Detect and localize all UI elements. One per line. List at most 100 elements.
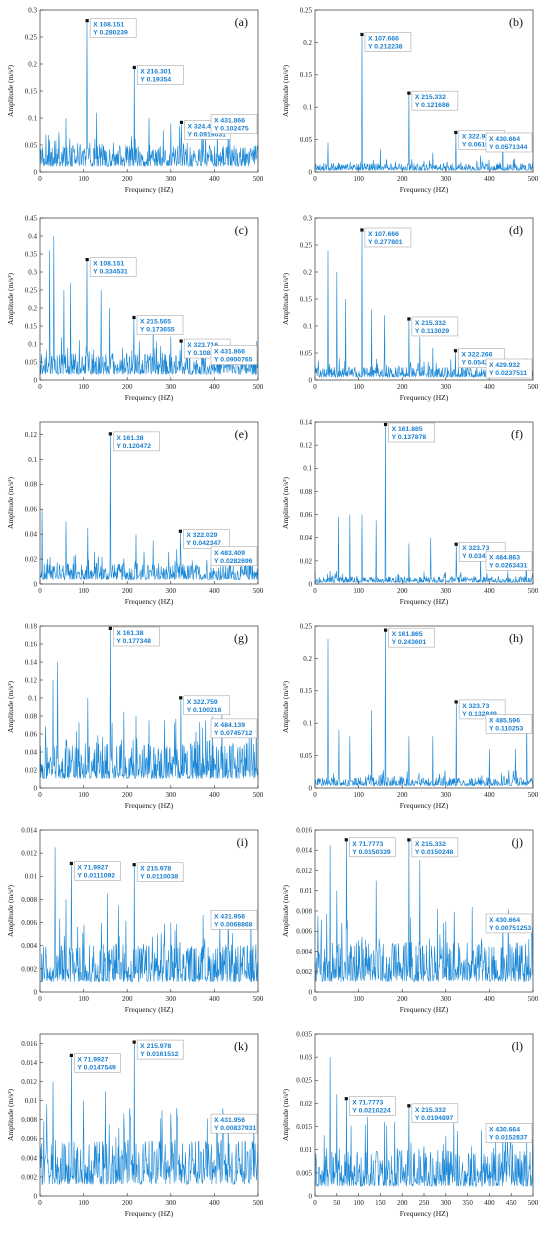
x-tick-label: 300: [441, 1199, 452, 1207]
x-tick-label: 400: [209, 587, 220, 595]
datatip-box: [210, 546, 258, 567]
datatip-y: Y 0.108211: [187, 350, 221, 357]
x-tick-label: 500: [528, 1199, 539, 1207]
x-tick-label: 100: [353, 1199, 364, 1207]
datatip-x: X 71.9927: [77, 1056, 108, 1063]
y-tick-label: 0.1: [28, 456, 37, 464]
series-line: [39, 847, 259, 983]
y-tick-label: 0: [34, 784, 38, 792]
y-tick-label: 0: [309, 580, 313, 588]
series-line: [39, 433, 258, 581]
x-tick-label: 200: [122, 1199, 133, 1207]
x-tick-label: 400: [209, 383, 220, 391]
x-tick-label: 100: [78, 1199, 89, 1207]
peak-marker: [69, 1053, 73, 1057]
y-tick-label: 0: [309, 376, 313, 384]
peak-marker: [344, 1097, 348, 1101]
chart-panel: 0 100 200 300 400 500 0 0.05 0.1 0.15 0.2 0.25 Frequ…: [281, 622, 539, 810]
y-tick-label: 0.04: [300, 534, 313, 542]
y-axis-label: Amplitude (m/s²): [6, 64, 15, 117]
y-axis-label: Amplitude (m/s²): [281, 476, 290, 529]
datatip-box: [74, 1053, 121, 1073]
axes-frame: [314, 625, 534, 789]
datatip-y: Y 0.100216: [187, 707, 222, 714]
datatip-y: Y 0.334531: [93, 269, 128, 276]
panel-label: (i): [237, 835, 248, 849]
x-tick-label: 500: [253, 1199, 264, 1207]
x-tick-label: 200: [397, 995, 408, 1003]
panel-label: (h): [509, 631, 523, 645]
peak-marker: [407, 838, 411, 842]
datatip-y: Y 0.19354: [140, 76, 171, 83]
datatip-box: [89, 257, 137, 277]
y-tick-label: 0.1: [28, 114, 37, 122]
datatip-x: X 161.865: [392, 631, 423, 638]
datatip-box: [485, 132, 533, 153]
y-tick-label: 0.035: [296, 1030, 312, 1038]
y-tick-label: 0.016: [21, 1040, 37, 1048]
chart-panel: 0 100 200 300 400 500 0 0.05 0.1 0.15 0.2 0.25 Frequ…: [281, 6, 539, 194]
datatip-box: [210, 718, 258, 739]
x-tick-label: 200: [397, 791, 408, 799]
y-tick-label: 0.25: [25, 33, 38, 41]
datatip-box: [411, 316, 459, 337]
datatip-box: [136, 315, 184, 335]
datatip-x: X 323.73: [462, 545, 489, 552]
y-tick-label: 0.015: [296, 1123, 312, 1131]
y-tick-label: 0.1: [303, 720, 312, 728]
x-tick-label: 0: [38, 791, 42, 799]
x-tick-label: 450: [506, 1199, 517, 1207]
x-tick-label: 0: [313, 587, 317, 595]
x-tick-label: 200: [122, 175, 133, 183]
datatip-x: X 216.301: [140, 68, 171, 75]
datatip-x: X 430.664: [489, 1126, 520, 1133]
y-tick-label: 0.2: [28, 304, 37, 312]
y-tick-label: 0.45: [25, 214, 38, 222]
x-tick-label: 0: [38, 587, 42, 595]
panel-label: (c): [235, 223, 248, 237]
datatip-y: Y 0.0161512: [140, 1051, 179, 1058]
x-axis-label: Frequency (HZ): [125, 393, 174, 402]
x-tick-label: 400: [209, 1199, 220, 1207]
x-axis-label: Frequency (HZ): [400, 1005, 449, 1014]
datatip-y: Y 0.0919031: [187, 131, 226, 138]
datatip-x: X 107.666: [368, 35, 399, 42]
y-tick-label: 0.35: [25, 250, 38, 258]
peak-marker: [453, 349, 458, 353]
y-tick-label: 0.15: [300, 295, 313, 303]
y-tick-label: 0.006: [296, 928, 312, 936]
y-tick-label: 0.01: [25, 1097, 38, 1105]
y-tick-label: 0.006: [21, 919, 37, 927]
x-tick-label: 0: [313, 791, 317, 799]
datatip-x: X 322.998: [462, 133, 493, 140]
y-tick-label: 0.012: [21, 1078, 37, 1086]
x-tick-label: 100: [78, 791, 89, 799]
y-tick-label: 0: [309, 1192, 313, 1200]
x-tick-label: 0: [313, 1199, 317, 1207]
series-line: [314, 424, 534, 584]
datatip-x: X 161.865: [392, 426, 423, 433]
x-tick-label: 300: [166, 175, 177, 183]
y-tick-label: 0.012: [296, 867, 312, 875]
datatip-y: Y 0.277801: [368, 239, 403, 246]
chart-panel: 0 100 200 300 400 500 0 0.002 0.004 0.006 0.008 0.0…: [6, 826, 264, 1014]
peak-marker: [454, 130, 458, 135]
x-axis-label: Frequency (HZ): [125, 1005, 174, 1014]
datatip-x: X 108.151: [93, 22, 124, 29]
datatip-y: Y 0.120472: [116, 443, 151, 450]
datatip-y: Y 0.212238: [368, 43, 403, 50]
panel-label: (e): [235, 427, 248, 441]
datatip-x: X 215.565: [140, 318, 171, 325]
y-tick-label: 0.08: [25, 481, 38, 489]
series-line: [314, 630, 534, 787]
y-tick-label: 0: [34, 1192, 38, 1200]
chart-panel: 0 100 200 300 400 500 0 0.002 0.004 0.006 0.008 0.0…: [281, 826, 539, 1014]
peak-marker: [344, 838, 348, 842]
datatip-y: Y 0.00837931: [214, 1125, 256, 1132]
peak-marker: [454, 542, 458, 546]
peak-marker: [383, 422, 388, 427]
y-tick-label: 0: [34, 376, 38, 384]
datatip-x: X 431.956: [214, 913, 245, 920]
y-tick-label: 0.05: [300, 752, 313, 760]
peak-marker: [360, 32, 364, 37]
